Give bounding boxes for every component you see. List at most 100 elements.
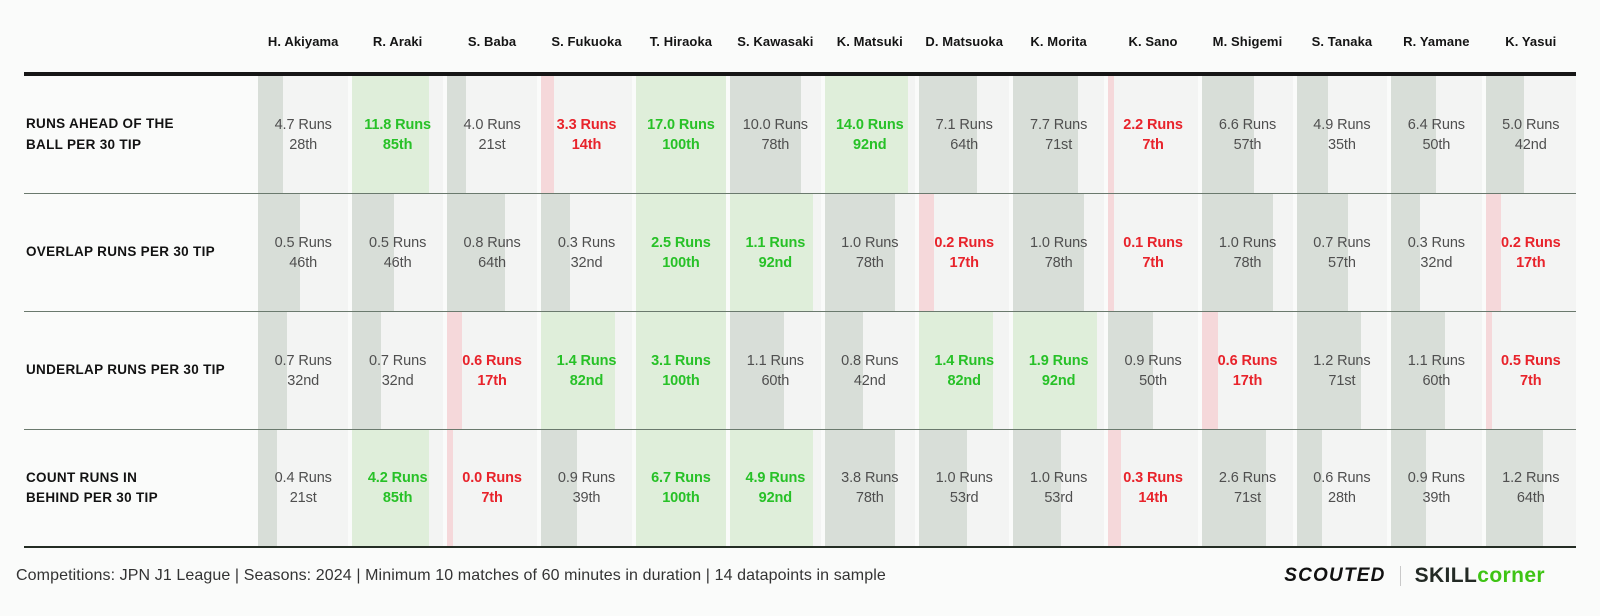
stat-runs-text: 1.1 Runs	[746, 352, 804, 369]
percentile-bar	[1391, 194, 1421, 311]
player-column-header: K. Yasui	[1505, 33, 1557, 49]
stat-runs-text: 17.0 Runs	[647, 116, 715, 133]
stat-percentile-text: 50th	[1139, 372, 1167, 389]
percentile-bar	[352, 76, 430, 193]
player-column-header: S. Baba	[467, 33, 517, 49]
stat-runs-text: 0.3 Runs	[557, 234, 616, 251]
stat-runs-text: 3.1 Runs	[651, 352, 711, 369]
percentile-bar	[541, 76, 554, 193]
stat-percentile-text: 17th	[477, 372, 507, 389]
stat-runs-text: 0.6 Runs	[1217, 352, 1278, 369]
percentile-bar	[1391, 430, 1427, 546]
percentile-bar	[258, 312, 287, 429]
metric-label: OVERLAP RUNS PER 30 TIP	[26, 244, 215, 260]
percentile-bar	[1202, 312, 1218, 429]
player-column-header: M. Shigemi	[1212, 33, 1283, 49]
stat-value: 0.3 Runs 32nd	[541, 194, 631, 311]
logos: SCOUTED SKILLcorner	[1284, 564, 1545, 588]
percentile-bar	[1013, 194, 1084, 311]
stat-percentile-text: 92nd	[1041, 372, 1076, 389]
percentile-bar	[730, 194, 814, 311]
stat-value: 3.1 Runs 100th	[636, 312, 726, 429]
stat-percentile-text: 32nd	[287, 372, 320, 389]
stat-value: 7.7 Runs 71st	[1013, 76, 1103, 193]
metric-label: COUNT RUNS IN BEHIND PER 30 TIP	[26, 469, 158, 505]
stat-cell: 3.3 Runs 14th	[541, 76, 632, 193]
stat-runs-text: 0.0 Runs	[462, 470, 522, 486]
stat-runs-text: 1.0 Runs	[1030, 470, 1088, 486]
stat-value: 3.8 Runs 78th	[825, 430, 915, 546]
stat-cell: 1.9 Runs 92nd	[1013, 312, 1104, 429]
stat-runs-text: 1.2 Runs	[1313, 352, 1371, 369]
stat-percentile-text: 92nd	[758, 254, 793, 271]
stat-cell: 4.7 Runs 28th	[258, 76, 349, 193]
stat-cell: 0.3 Runs 14th	[1107, 430, 1199, 546]
stat-value: 1.1 Runs 92nd	[730, 194, 820, 311]
stat-runs-text: 1.0 Runs	[935, 470, 993, 486]
stat-value: 7.1 Runs 64th	[919, 76, 1009, 193]
stat-percentile-text: 7th	[1142, 254, 1164, 271]
percentile-bar	[1485, 76, 1524, 193]
stat-cell: 2.2 Runs 7th	[1107, 76, 1199, 193]
percentile-bar	[1296, 76, 1329, 193]
stat-percentile-text: 35th	[1328, 136, 1356, 153]
percentile-bar	[1107, 430, 1121, 546]
stat-runs-text: 4.9 Runs	[745, 470, 806, 486]
stat-cell: 0.2 Runs 17th	[1485, 194, 1576, 311]
stat-runs-text: 2.2 Runs	[1123, 116, 1183, 133]
stat-cell: 5.0 Runs 42nd	[1485, 76, 1576, 193]
percentile-bar	[919, 194, 935, 311]
percentile-bar	[541, 430, 577, 546]
percentile-bar	[635, 430, 727, 546]
stat-runs-text: 1.0 Runs	[1218, 234, 1277, 251]
stat-runs-text: 4.2 Runs	[367, 470, 428, 486]
stat-value: 14.0 Runs 92nd	[825, 76, 915, 193]
stat-cell: 6.6 Runs 57th	[1202, 76, 1293, 193]
stat-value: 1.2 Runs 71st	[1297, 312, 1387, 429]
stat-cell: 0.4 Runs 21st	[258, 430, 349, 546]
stat-value: 4.7 Runs 28th	[258, 76, 348, 193]
percentile-bar	[446, 312, 463, 429]
percentile-bar	[258, 194, 300, 311]
stat-cell: 6.4 Runs 50th	[1391, 76, 1482, 193]
stat-percentile-text: 60th	[1422, 372, 1451, 389]
player-column-header: S. Fukuoka	[551, 33, 622, 49]
stat-percentile-text: 82nd	[947, 372, 981, 389]
stat-percentile-text: 39th	[1422, 490, 1451, 506]
skillcorner-corner-text: corner	[1477, 564, 1545, 587]
stat-percentile-text: 100th	[662, 136, 700, 153]
stat-value: 2.6 Runs 71st	[1202, 430, 1292, 546]
stat-value: 0.3 Runs 32nd	[1391, 194, 1481, 311]
stat-percentile-text: 53rd	[949, 490, 979, 506]
percentile-bar	[541, 312, 616, 429]
stat-percentile-text: 17th	[1232, 372, 1263, 389]
stat-cell: 0.1 Runs 7th	[1107, 194, 1199, 311]
stat-percentile-text: 78th	[1233, 254, 1262, 271]
player-column-header: S. Kawasaki	[737, 33, 814, 49]
stat-runs-text: 0.1 Runs	[1123, 234, 1183, 251]
stat-runs-text: 6.6 Runs	[1218, 116, 1277, 133]
percentile-bar	[446, 194, 505, 311]
stat-percentile-text: 50th	[1422, 136, 1451, 153]
percentile-bar	[1202, 430, 1267, 546]
percentile-bar	[1485, 430, 1544, 546]
stat-value: 0.3 Runs 14th	[1108, 430, 1198, 546]
percentile-bar	[1391, 76, 1437, 193]
stat-cell: 0.9 Runs 50th	[1107, 312, 1199, 429]
stat-cell: 1.1 Runs 92nd	[730, 194, 821, 311]
stat-value: 4.9 Runs 92nd	[730, 430, 820, 546]
stat-cell: 0.2 Runs 17th	[919, 194, 1010, 311]
stat-cell: 1.0 Runs 78th	[1013, 194, 1104, 311]
stat-value: 2.2 Runs 7th	[1108, 76, 1198, 193]
percentile-bar	[730, 430, 814, 546]
stat-value: 6.6 Runs 57th	[1202, 76, 1292, 193]
stat-runs-text: 1.0 Runs	[841, 234, 899, 251]
stat-runs-text: 0.2 Runs	[1500, 234, 1561, 251]
stat-runs-text: 0.8 Runs	[463, 234, 521, 251]
stat-value: 0.6 Runs 28th	[1297, 430, 1387, 546]
stat-cell: 3.1 Runs 100th	[635, 312, 727, 429]
stat-runs-text: 7.1 Runs	[935, 116, 993, 133]
stat-percentile-text: 14th	[571, 136, 602, 153]
stat-value: 0.5 Runs 7th	[1486, 312, 1576, 429]
